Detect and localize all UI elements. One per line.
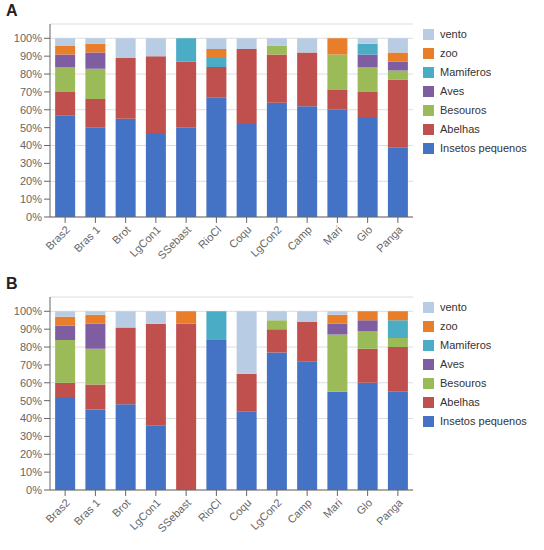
svg-text:Coqu: Coqu — [226, 223, 253, 250]
svg-text:RioCl: RioCl — [196, 223, 224, 251]
svg-text:Brot: Brot — [110, 223, 133, 246]
svg-text:SSebast: SSebast — [155, 496, 193, 534]
html-text:vento: vento — [440, 28, 467, 40]
svg-text:Bras 1: Bras 1 — [71, 223, 102, 254]
html-text:Mamiferos: Mamiferos — [440, 339, 492, 351]
svg-text:Bras2: Bras2 — [43, 223, 72, 252]
html-text:Aves: Aves — [440, 358, 465, 370]
svg-text:100%: 100% — [14, 32, 42, 44]
svg-text:40%: 40% — [20, 139, 42, 151]
html-text:Abelhas: Abelhas — [440, 396, 480, 408]
html-text:Besouros: Besouros — [440, 377, 487, 389]
svg-text:70%: 70% — [20, 86, 42, 98]
svg-text:LgCon1: LgCon1 — [127, 223, 163, 260]
svg-text:0%: 0% — [26, 484, 42, 496]
svg-text:Glo: Glo — [354, 496, 375, 517]
html-text:Insetos pequenos: Insetos pequenos — [440, 415, 527, 427]
html-text:Insetos pequenos: Insetos pequenos — [440, 142, 527, 154]
html-text:B: B — [6, 275, 18, 292]
svg-text:Bras2: Bras2 — [43, 496, 72, 525]
svg-text:LgCon1: LgCon1 — [127, 496, 163, 533]
html-text:Besouros: Besouros — [440, 104, 487, 116]
svg-text:90%: 90% — [20, 50, 42, 62]
svg-text:30%: 30% — [20, 430, 42, 442]
html-text:Mamiferos: Mamiferos — [440, 66, 492, 78]
svg-text:Brot: Brot — [110, 496, 133, 519]
svg-text:10%: 10% — [20, 466, 42, 478]
svg-text:LgCon2: LgCon2 — [248, 223, 284, 259]
html-text:Aves: Aves — [440, 85, 465, 97]
html-text:zoo: zoo — [440, 320, 458, 332]
html-text:vento: vento — [440, 301, 467, 313]
svg-text:Bras 1: Bras 1 — [71, 496, 102, 527]
svg-text:Camp: Camp — [285, 223, 314, 252]
svg-text:80%: 80% — [20, 68, 42, 80]
svg-text:50%: 50% — [20, 395, 42, 407]
svg-text:90%: 90% — [20, 323, 42, 335]
html-text:zoo: zoo — [440, 47, 458, 59]
html-text:Abelhas: Abelhas — [440, 123, 480, 135]
svg-text:LgCon2: LgCon2 — [248, 496, 284, 532]
svg-text:60%: 60% — [20, 377, 42, 389]
svg-text:Camp: Camp — [285, 496, 314, 525]
svg-text:20%: 20% — [20, 175, 42, 187]
svg-text:60%: 60% — [20, 104, 42, 116]
svg-text:RioCl: RioCl — [196, 496, 224, 524]
svg-text:SSebast: SSebast — [155, 223, 193, 261]
html-text:A: A — [6, 2, 18, 19]
svg-text:Panga: Panga — [374, 223, 406, 255]
svg-text:20%: 20% — [20, 448, 42, 460]
svg-text:10%: 10% — [20, 193, 42, 205]
svg-text:Mari: Mari — [321, 496, 345, 520]
svg-text:30%: 30% — [20, 157, 42, 169]
svg-text:Mari: Mari — [321, 223, 345, 247]
svg-text:80%: 80% — [20, 341, 42, 353]
svg-text:70%: 70% — [20, 359, 42, 371]
svg-text:100%: 100% — [14, 305, 42, 317]
svg-text:Glo: Glo — [354, 223, 375, 244]
svg-text:Panga: Panga — [374, 496, 406, 528]
svg-text:50%: 50% — [20, 122, 42, 134]
svg-text:Coqu: Coqu — [226, 496, 253, 523]
svg-text:0%: 0% — [26, 211, 42, 223]
svg-text:40%: 40% — [20, 412, 42, 424]
